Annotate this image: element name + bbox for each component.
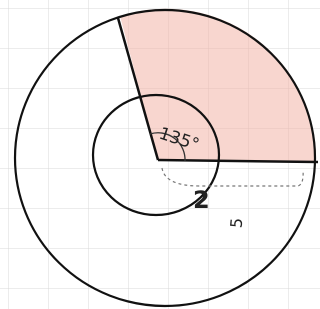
outer-radius-label: 5 [227,217,247,229]
inner-radius-label: 2 [193,186,210,214]
diagram: 135° 2 5 [0,0,320,309]
